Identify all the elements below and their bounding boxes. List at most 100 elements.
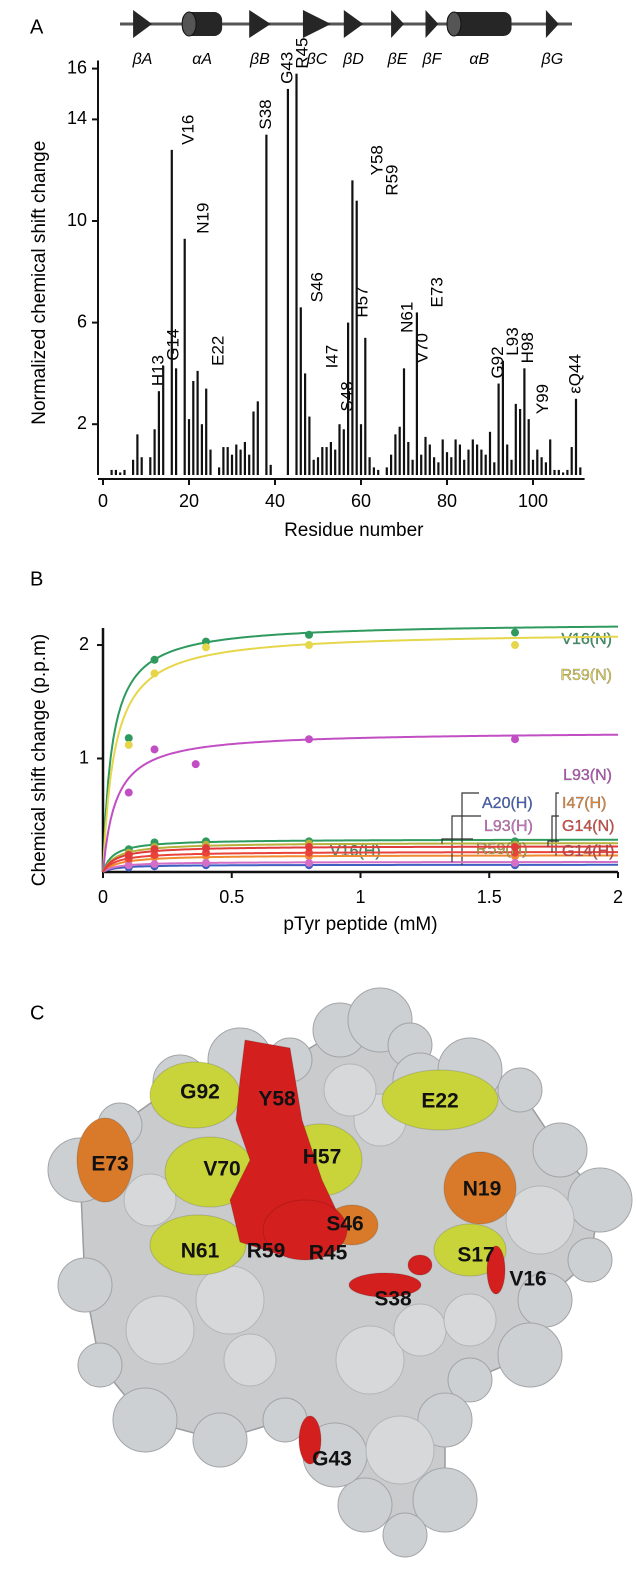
strand [302,10,331,38]
bar [248,454,251,475]
surface-lobe [337,1477,393,1533]
bar [329,441,332,475]
peak-label: Y58 [367,145,386,175]
y-tick-label: 16 [67,57,87,77]
bar [338,424,341,475]
bar [557,469,560,475]
peak-label: N19 [193,203,212,234]
bar [364,337,367,475]
series-label: R59(H) [476,841,528,858]
strand [425,10,439,38]
bar [355,200,358,475]
bar [295,73,298,476]
y-tick-label: 2 [79,634,89,654]
bar [175,368,178,475]
peak-label: N61 [397,302,416,333]
bar [286,88,289,476]
surface-lobe [567,1167,633,1233]
surface-lobe [57,1257,113,1313]
x-tick-label: 100 [518,491,548,511]
bar [531,459,535,475]
series-label: L93(H) [484,818,533,835]
bar [325,447,328,475]
peak-label: L93 [503,327,522,355]
bar [480,449,483,475]
bar [415,312,418,475]
fit-curve [102,854,618,873]
patch-orange [443,1151,517,1225]
bar [549,439,552,475]
bar [351,180,354,476]
patch-yellow [381,1069,499,1131]
peak-label: S46 [307,272,326,302]
peak-label: E73 [427,277,446,307]
patch-red [262,1199,348,1261]
bar [316,457,320,475]
data-point [511,858,519,867]
bar [527,419,530,475]
residue-label: S46 [326,1213,363,1236]
bar [471,439,474,475]
bar [183,238,186,475]
bar [514,403,517,475]
bar [398,426,401,475]
residue-label: S17 [457,1244,494,1267]
peak-label: S38 [256,99,275,129]
peak-label: I47 [322,345,341,369]
bar [579,467,582,475]
residue-label: G43 [312,1448,352,1471]
data-point [202,637,210,646]
surface-lobe [77,1342,123,1388]
residue-label: N61 [181,1240,220,1263]
patch-red [486,1245,506,1295]
bar [394,434,397,475]
data-point [305,630,313,639]
series-label: A20(H) [482,795,533,812]
residue-label: S38 [374,1288,412,1311]
y-tick-label: 1 [79,747,89,767]
data-point [305,641,313,650]
bar [437,462,440,475]
panel-letter: A [30,16,44,38]
x-tick-label: 0.5 [219,887,244,907]
helix-end [446,11,462,37]
structure-label: βD [342,51,364,68]
bar [342,429,345,475]
fit-curve [102,845,619,873]
y-tick-label: 14 [67,108,87,128]
bar [450,457,453,475]
peak-label: R59 [382,164,401,195]
bar [523,368,526,475]
fit-curve [102,635,619,873]
data-point [150,745,159,754]
surface-lobe [112,1387,178,1453]
bar [454,439,457,475]
surface-lobe [382,1512,428,1558]
strand [545,10,559,38]
bar [463,459,466,475]
panel-letter: B [30,568,43,590]
peak-label: R45 [292,37,311,68]
bar [157,391,160,475]
bar [132,459,135,475]
structure-label: βB [249,51,270,68]
series-label: I47(H) [562,795,606,812]
x-tick-label: 20 [179,491,199,511]
data-point [124,740,133,749]
panel-letter: C [30,1002,44,1024]
bar [562,472,565,475]
x-tick-label: 60 [351,491,371,511]
data-point [305,848,313,857]
surface-lobe [223,1333,277,1387]
bar [390,454,393,475]
structure-label: βF [421,51,442,68]
data-point [191,760,200,769]
peak-label: εQ44 [565,354,584,394]
structure-label: βC [306,51,328,68]
bar [136,434,139,475]
helix-end [181,11,197,37]
bar [433,457,436,475]
y-axis-title: Normalized chemical shift change [29,141,50,425]
bar [372,467,375,475]
residue-label: R59 [247,1240,286,1263]
